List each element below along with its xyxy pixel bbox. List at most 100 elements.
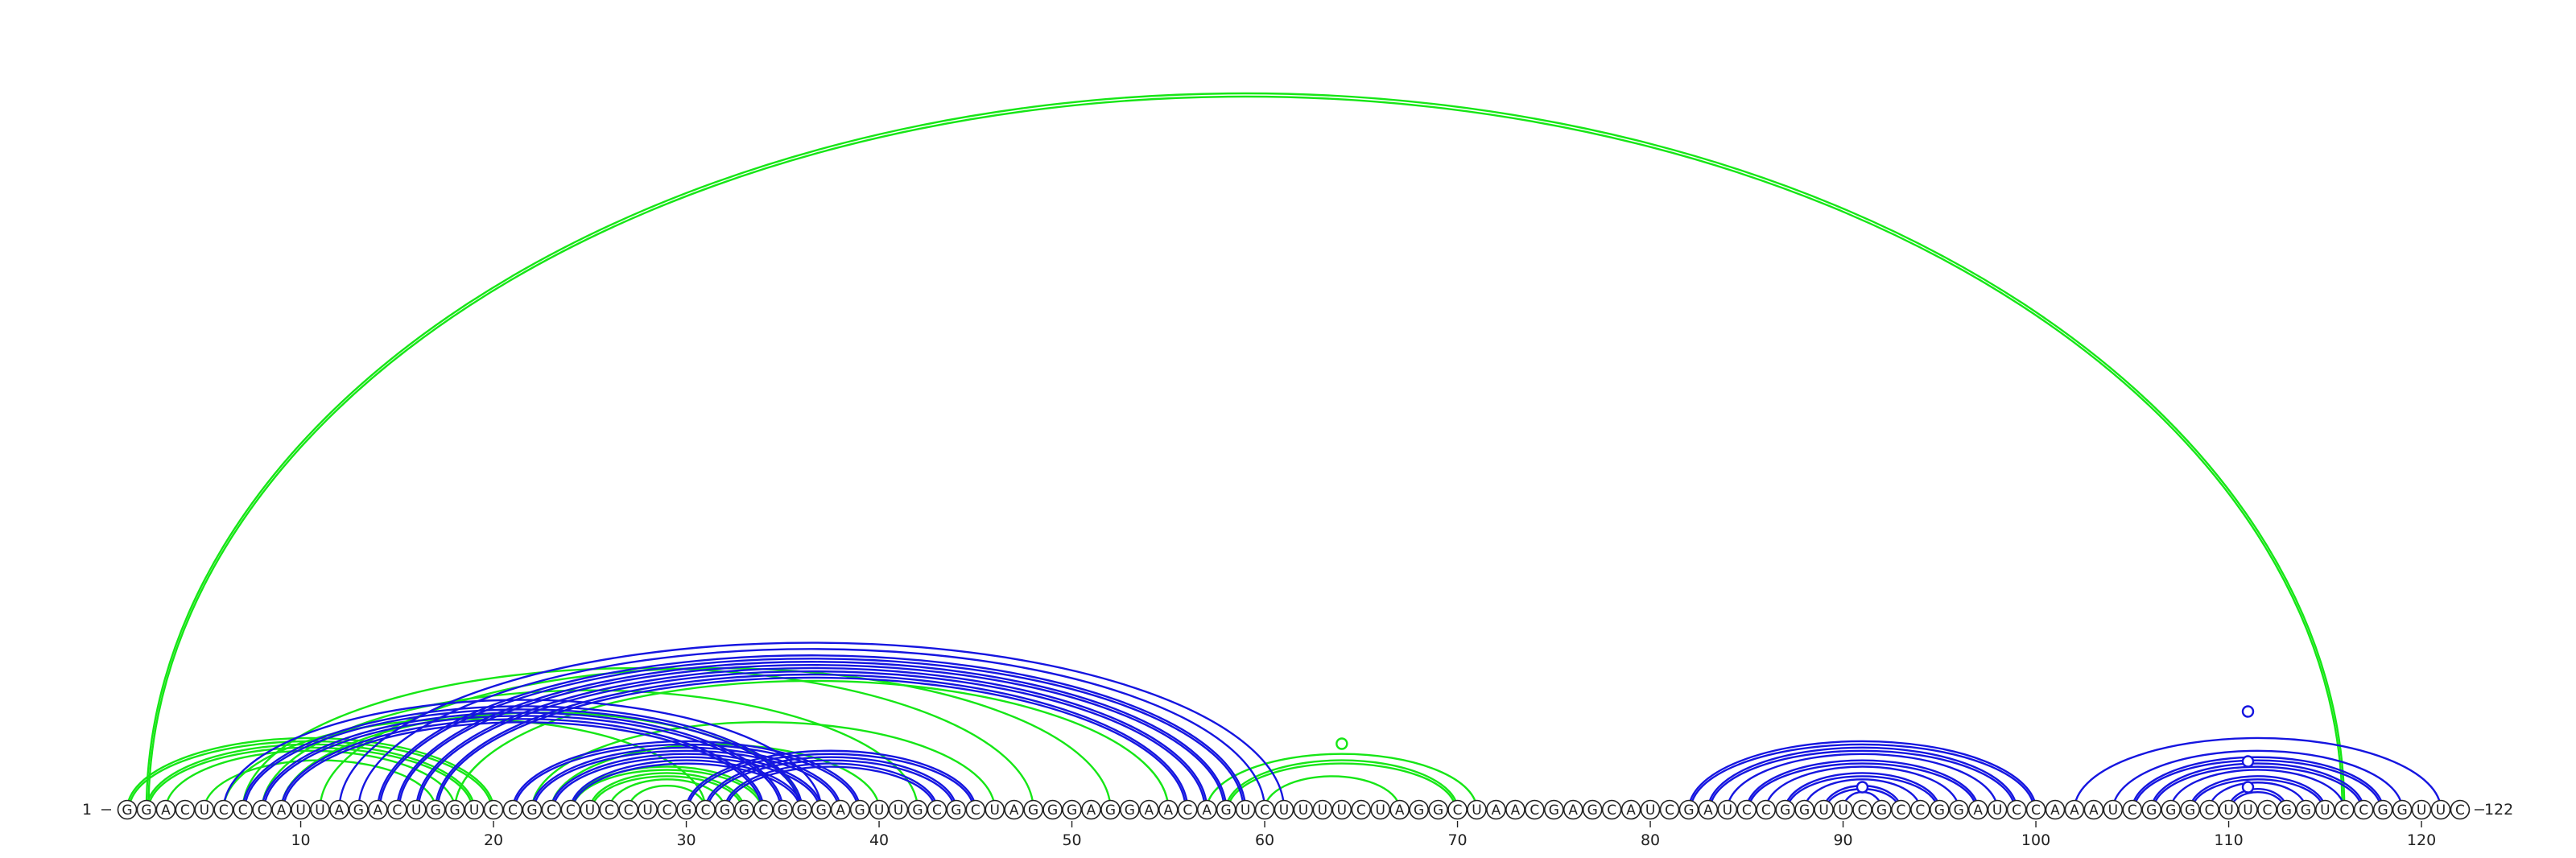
nucleotide-circle-12 (329, 799, 349, 820)
nucleotide-100: C (2025, 799, 2046, 820)
nucleotide-11: U (310, 799, 330, 820)
nucleotide-letter-100: C (2031, 802, 2041, 819)
arc-blue-24-36-inner (572, 762, 801, 811)
nucleotide-65: C (1351, 799, 1372, 820)
nucleotide-letter-18: G (450, 802, 460, 819)
nucleotide-circle-5 (194, 799, 215, 820)
nucleotide-19: U (464, 799, 485, 820)
nucleotide-letter-1: G (122, 802, 132, 819)
marker-dot-111-3 (2241, 755, 2255, 768)
nucleotide-39: G (849, 799, 870, 820)
nucleotide-17: G (425, 799, 446, 820)
nucleotide-circle-119 (2392, 799, 2413, 820)
nucleotide-circle-52 (1100, 799, 1121, 820)
nucleotide-circle-47 (1004, 799, 1024, 820)
nucleotide-81: C (1659, 799, 1680, 820)
nucleotide-circle-41 (888, 799, 909, 820)
arc-blue-23-37-inner (552, 756, 820, 811)
nucleotide-letter-11: U (315, 802, 324, 819)
nucleotide-58: G (1216, 799, 1236, 820)
nucleotide-letter-60: C (1260, 802, 1269, 819)
nucleotide-letter-4: C (180, 802, 190, 819)
nucleotide-116: C (2334, 799, 2355, 820)
nucleotide-53: G (1120, 799, 1140, 820)
nucleotide-letter-78: C (1607, 802, 1616, 819)
nucleotide-57: A (1196, 799, 1217, 820)
nucleotide-45: C (965, 799, 986, 820)
nucleotide-letter-52: G (1105, 802, 1116, 819)
nucleotide-circle-22 (522, 799, 543, 820)
nucleotide-letter-8: C (258, 802, 267, 819)
arc-blue-87-95-inner (1786, 775, 1938, 811)
nucleotide-circle-39 (849, 799, 870, 820)
arc-blue-106-117-inner (2153, 765, 2363, 811)
nucleotide-letter-73: A (1511, 802, 1521, 819)
nucleotide-61: U (1274, 799, 1294, 820)
nucleotide-circle-78 (1601, 799, 1622, 820)
nucleotide-circle-102 (2064, 799, 2085, 820)
nucleotide-86: C (1756, 799, 1777, 820)
nucleotide-circle-103 (2083, 799, 2104, 820)
nucleotide-letter-81: C (1665, 802, 1674, 819)
nucleotide-letter-20: C (489, 802, 498, 819)
nucleotide-103: A (2083, 799, 2104, 820)
nucleotide-letter-92: G (1876, 802, 1887, 819)
nucleotide-circle-115 (2315, 799, 2335, 820)
nucleotide-letter-24: C (566, 802, 576, 819)
nucleotide-circle-51 (1081, 799, 1101, 820)
nucleotide-36: G (791, 799, 812, 820)
nucleotide-letter-102: A (2070, 802, 2079, 819)
nucleotide-letter-104: U (2108, 802, 2118, 819)
tick-label-60: 60 (1255, 831, 1274, 849)
nucleotide-107: G (2161, 799, 2181, 820)
arc-blue-102-121 (2073, 736, 2442, 811)
nucleotide-7: C (233, 799, 254, 820)
nucleotide-circle-55 (1158, 799, 1179, 820)
nucleotide-circle-25 (580, 799, 601, 820)
nucleotide-15: C (386, 799, 407, 820)
tick-label-10: 10 (291, 831, 310, 849)
marker-dot-111-2 (2241, 705, 2255, 718)
nucleotide-letter-101: A (2050, 802, 2060, 819)
arc-blue-13-60 (357, 648, 1266, 811)
nucleotide-30: G (676, 799, 696, 820)
arc-green-1-20 (126, 736, 495, 811)
nucleotide-letter-96: G (1954, 802, 1964, 819)
nucleotide-5: U (194, 799, 215, 820)
nucleotide-101: A (2045, 799, 2066, 820)
nucleotide-54: A (1139, 799, 1159, 820)
nucleotide-circle-60 (1254, 799, 1275, 820)
nucleotide-letter-51: A (1087, 802, 1096, 819)
nucleotide-circle-107 (2161, 799, 2181, 820)
nucleotide-75: G (1544, 799, 1564, 820)
nucleotide-circle-64 (1331, 799, 1352, 820)
nucleotide-circle-4 (175, 799, 196, 820)
nucleotide-circle-8 (252, 799, 272, 820)
nucleotide-87: G (1775, 799, 1795, 820)
nucleotide-circle-61 (1274, 799, 1294, 820)
nucleotide-38: A (830, 799, 851, 820)
nucleotide-120: U (2411, 799, 2432, 820)
nucleotide-circle-23 (541, 799, 562, 820)
nucleotide-72: A (1486, 799, 1506, 820)
nucleotide-96: G (1948, 799, 1969, 820)
nucleotide-circle-56 (1177, 799, 1198, 820)
nucleotide-73: A (1505, 799, 1525, 820)
nucleotide-circle-29 (657, 799, 677, 820)
nucleotide-93: C (1891, 799, 1911, 820)
nucleotide-letter-36: G (797, 802, 807, 819)
arc-blue-12-61 (338, 641, 1286, 811)
nucleotide-letter-90: U (1838, 802, 1847, 819)
nucleotide-circle-101 (2045, 799, 2066, 820)
arc-blue-105-118-inner (2133, 759, 2382, 811)
nucleotide-letter-111: U (2243, 802, 2252, 819)
nucleotide-letter-84: U (1723, 802, 1732, 819)
arc-green-2-116 (145, 92, 2346, 811)
nucleotide-68: G (1409, 799, 1429, 820)
nucleotide-letter-76: A (1568, 802, 1578, 819)
nucleotide-35: G (772, 799, 793, 820)
nucleotide-56: C (1177, 799, 1198, 820)
arc-blue-109-114 (2208, 782, 2307, 811)
nucleotide-circle-48 (1023, 799, 1043, 820)
